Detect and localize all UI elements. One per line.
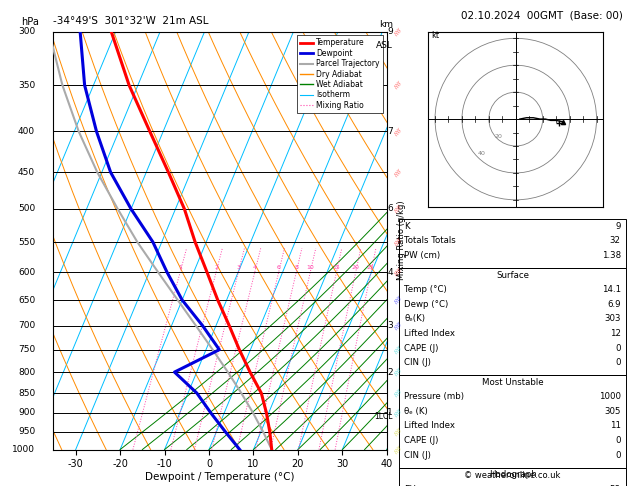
Text: ////: //// xyxy=(393,409,402,417)
Text: Temp (°C): Temp (°C) xyxy=(404,285,447,295)
Text: ////: //// xyxy=(393,345,402,354)
Text: 1LCL: 1LCL xyxy=(375,412,393,421)
Text: EH: EH xyxy=(404,485,416,486)
Text: ////: //// xyxy=(393,295,402,305)
Text: Hodograph: Hodograph xyxy=(489,470,537,479)
Text: 20: 20 xyxy=(352,265,360,270)
Text: 400: 400 xyxy=(18,127,35,136)
Text: ////: //// xyxy=(393,27,402,36)
Text: 6.9: 6.9 xyxy=(608,300,621,309)
X-axis label: Dewpoint / Temperature (°C): Dewpoint / Temperature (°C) xyxy=(145,472,295,482)
Text: Lifted Index: Lifted Index xyxy=(404,421,455,431)
Text: 9: 9 xyxy=(387,27,393,36)
Text: 25: 25 xyxy=(367,265,375,270)
Text: Totals Totals: Totals Totals xyxy=(404,236,456,245)
Text: 3: 3 xyxy=(237,265,240,270)
Text: Most Unstable: Most Unstable xyxy=(482,378,543,387)
Text: kt: kt xyxy=(431,31,439,40)
Text: 14.1: 14.1 xyxy=(602,285,621,295)
Text: 12: 12 xyxy=(610,329,621,338)
Text: 0: 0 xyxy=(615,344,621,353)
Text: ////: //// xyxy=(393,427,402,436)
Text: ////: //// xyxy=(393,321,402,330)
Text: ////: //// xyxy=(393,389,402,398)
Text: 950: 950 xyxy=(18,427,35,436)
Text: 11: 11 xyxy=(610,421,621,431)
Text: Pressure (mb): Pressure (mb) xyxy=(404,392,464,401)
Text: K: K xyxy=(404,222,410,231)
Text: CAPE (J): CAPE (J) xyxy=(404,436,439,445)
Text: Lifted Index: Lifted Index xyxy=(404,329,455,338)
Text: 700: 700 xyxy=(18,321,35,330)
Text: 450: 450 xyxy=(18,168,35,177)
Text: 40: 40 xyxy=(477,151,486,156)
Text: 1000: 1000 xyxy=(599,392,621,401)
Text: 32: 32 xyxy=(610,236,621,245)
Text: 0: 0 xyxy=(615,451,621,460)
Text: ////: //// xyxy=(393,127,402,136)
Text: 2: 2 xyxy=(214,265,218,270)
Text: 9: 9 xyxy=(615,222,621,231)
Text: CAPE (J): CAPE (J) xyxy=(404,344,439,353)
Text: ////: //// xyxy=(393,268,402,277)
Text: PW (cm): PW (cm) xyxy=(404,251,440,260)
Text: 58: 58 xyxy=(610,485,621,486)
Text: 303: 303 xyxy=(604,314,621,324)
Text: 8: 8 xyxy=(294,265,298,270)
Text: Dewp (°C): Dewp (°C) xyxy=(404,300,448,309)
Text: ////: //// xyxy=(393,367,402,377)
Text: 7: 7 xyxy=(387,127,393,136)
Text: ////: //// xyxy=(393,205,402,213)
Text: 4: 4 xyxy=(387,268,393,277)
Text: 650: 650 xyxy=(18,295,35,305)
Text: 02.10.2024  00GMT  (Base: 00): 02.10.2024 00GMT (Base: 00) xyxy=(461,11,623,21)
Text: 500: 500 xyxy=(18,205,35,213)
Text: 10: 10 xyxy=(306,265,314,270)
Text: 1.38: 1.38 xyxy=(602,251,621,260)
Text: 1000: 1000 xyxy=(12,445,35,454)
Text: 850: 850 xyxy=(18,389,35,398)
Legend: Temperature, Dewpoint, Parcel Trajectory, Dry Adiabat, Wet Adiabat, Isotherm, Mi: Temperature, Dewpoint, Parcel Trajectory… xyxy=(297,35,383,113)
Text: 350: 350 xyxy=(18,81,35,89)
Text: 550: 550 xyxy=(18,238,35,246)
Text: 305: 305 xyxy=(604,407,621,416)
Text: 300: 300 xyxy=(18,27,35,36)
Text: 900: 900 xyxy=(18,408,35,417)
Text: -34°49'S  301°32'W  21m ASL: -34°49'S 301°32'W 21m ASL xyxy=(53,16,209,26)
Text: 750: 750 xyxy=(18,345,35,354)
Text: 0: 0 xyxy=(615,436,621,445)
Text: ASL: ASL xyxy=(376,41,393,51)
Text: 6: 6 xyxy=(387,205,393,213)
Text: 800: 800 xyxy=(18,367,35,377)
Text: ////: //// xyxy=(393,168,402,177)
Text: 2: 2 xyxy=(387,367,393,377)
Text: CIN (J): CIN (J) xyxy=(404,451,431,460)
Text: 1: 1 xyxy=(387,408,393,417)
Text: 15: 15 xyxy=(333,265,340,270)
Text: CIN (J): CIN (J) xyxy=(404,358,431,367)
Text: 4: 4 xyxy=(253,265,257,270)
Text: 600: 600 xyxy=(18,268,35,277)
Text: Surface: Surface xyxy=(496,271,529,280)
Text: 3: 3 xyxy=(387,321,393,330)
Text: 0: 0 xyxy=(615,358,621,367)
Text: ////: //// xyxy=(393,81,402,89)
Text: hPa: hPa xyxy=(21,17,39,27)
Text: θₑ (K): θₑ (K) xyxy=(404,407,428,416)
Text: km: km xyxy=(379,20,393,29)
Text: ////: //// xyxy=(393,445,402,454)
Text: θₑ(K): θₑ(K) xyxy=(404,314,425,324)
Text: ////: //// xyxy=(393,238,402,246)
Text: Mixing Ratio (g/kg): Mixing Ratio (g/kg) xyxy=(397,201,406,280)
Text: 20: 20 xyxy=(495,134,503,139)
Text: 6: 6 xyxy=(277,265,281,270)
Text: 1: 1 xyxy=(178,265,182,270)
Text: © weatheronline.co.uk: © weatheronline.co.uk xyxy=(464,471,561,480)
